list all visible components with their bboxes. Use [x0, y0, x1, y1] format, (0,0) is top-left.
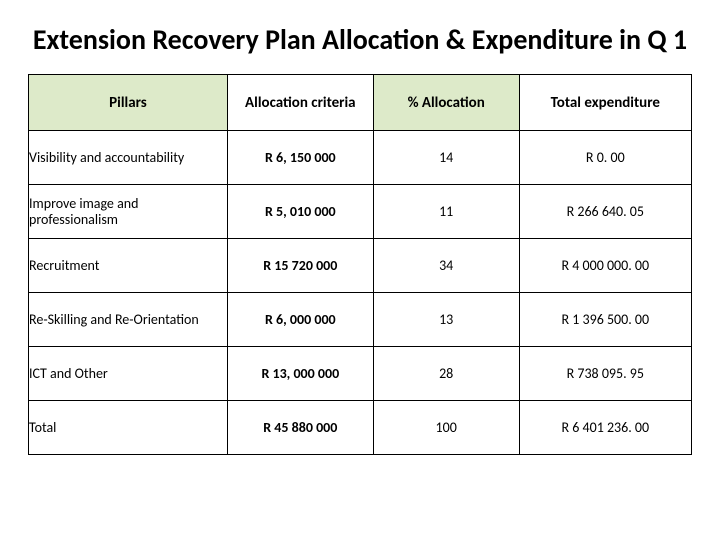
cell-pct: 100 — [373, 401, 519, 455]
allocation-table: Pillars Allocation criteria % Allocation… — [28, 74, 692, 455]
cell-total: R 1 396 500. 00 — [519, 293, 691, 347]
cell-pillar: ICT and Other — [29, 347, 228, 401]
table-header-row: Pillars Allocation criteria % Allocation… — [29, 75, 692, 131]
cell-total: R 4 000 000. 00 — [519, 239, 691, 293]
cell-allocation: R 13, 000 000 — [227, 347, 373, 401]
cell-pillar: Re-Skilling and Re-Orientation — [29, 293, 228, 347]
cell-allocation: R 45 880 000 — [227, 401, 373, 455]
cell-allocation: R 6, 000 000 — [227, 293, 373, 347]
cell-allocation: R 6, 150 000 — [227, 131, 373, 185]
cell-pct: 34 — [373, 239, 519, 293]
cell-pct: 13 — [373, 293, 519, 347]
table-row: Recruitment R 15 720 000 34 R 4 000 000.… — [29, 239, 692, 293]
cell-total: R 738 095. 95 — [519, 347, 691, 401]
slide: Extension Recovery Plan Allocation & Exp… — [0, 0, 720, 540]
cell-pillar: Improve image and professionalism — [29, 185, 228, 239]
cell-total: R 6 401 236. 00 — [519, 401, 691, 455]
cell-total: R 0. 00 — [519, 131, 691, 185]
table-row: Improve image and professionalism R 5, 0… — [29, 185, 692, 239]
cell-allocation: R 15 720 000 — [227, 239, 373, 293]
cell-pct: 11 — [373, 185, 519, 239]
col-header-allocation: Allocation criteria — [227, 75, 373, 131]
col-header-pillars: Pillars — [29, 75, 228, 131]
table-row-total: Total R 45 880 000 100 R 6 401 236. 00 — [29, 401, 692, 455]
table-row: Re-Skilling and Re-Orientation R 6, 000 … — [29, 293, 692, 347]
col-header-total: Total expenditure — [519, 75, 691, 131]
cell-total: R 266 640. 05 — [519, 185, 691, 239]
table-row: Visibility and accountability R 6, 150 0… — [29, 131, 692, 185]
page-title: Extension Recovery Plan Allocation & Exp… — [28, 24, 692, 56]
cell-pillar: Total — [29, 401, 228, 455]
cell-pct: 14 — [373, 131, 519, 185]
cell-pillar: Recruitment — [29, 239, 228, 293]
col-header-pct: % Allocation — [373, 75, 519, 131]
cell-pillar: Visibility and accountability — [29, 131, 228, 185]
cell-allocation: R 5, 010 000 — [227, 185, 373, 239]
cell-pct: 28 — [373, 347, 519, 401]
table-row: ICT and Other R 13, 000 000 28 R 738 095… — [29, 347, 692, 401]
